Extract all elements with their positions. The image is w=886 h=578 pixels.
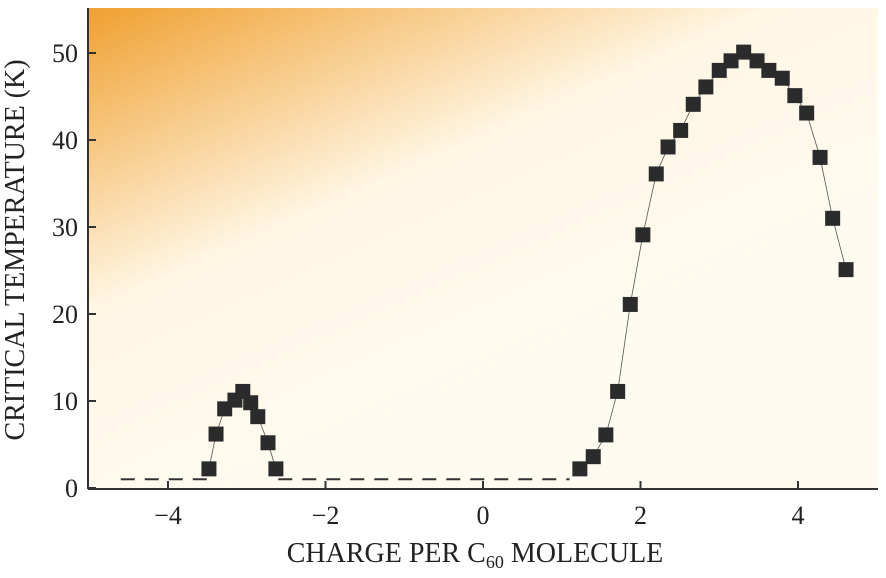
data-point <box>585 449 601 465</box>
plot-gradient <box>88 8 878 489</box>
data-point <box>749 53 765 69</box>
data-point <box>635 227 651 243</box>
data-point <box>235 383 251 399</box>
data-point <box>774 70 790 86</box>
data-point <box>723 53 739 69</box>
data-point <box>201 461 217 477</box>
data-point <box>208 426 224 442</box>
data-point <box>838 262 854 278</box>
y-tick-label: 0 <box>65 474 78 503</box>
x-tick-label: 2 <box>634 501 647 530</box>
data-point <box>736 44 752 60</box>
x-tick-label: −4 <box>154 501 182 530</box>
data-point <box>761 62 777 78</box>
y-axis-label: CRITICAL TEMPERATURE (K) <box>0 59 31 440</box>
data-point <box>622 296 638 312</box>
data-point <box>572 461 588 477</box>
data-point <box>260 435 276 451</box>
data-point <box>250 409 266 425</box>
x-tick-label: 4 <box>792 501 805 530</box>
y-tick-label: 30 <box>52 213 78 242</box>
data-point <box>685 96 701 112</box>
x-axis-label: CHARGE PER C60 MOLECULE <box>287 538 664 572</box>
y-tick-label: 40 <box>52 126 78 155</box>
data-point <box>648 166 664 182</box>
data-point <box>610 383 626 399</box>
data-point <box>598 427 614 443</box>
y-tick-label: 50 <box>52 39 78 68</box>
data-point <box>660 139 676 155</box>
data-point <box>812 149 828 165</box>
data-point <box>825 210 841 226</box>
x-tick-label: 0 <box>477 501 490 530</box>
data-point <box>243 395 259 411</box>
y-tick-label: 10 <box>52 387 78 416</box>
data-point <box>698 79 714 95</box>
y-tick-label: 20 <box>52 300 78 329</box>
data-point <box>711 62 727 78</box>
x-tick-label: −2 <box>312 501 340 530</box>
series-line <box>579 51 847 470</box>
data-point <box>673 122 689 138</box>
data-point <box>268 461 284 477</box>
data-point <box>787 88 803 104</box>
data-point <box>799 105 815 121</box>
